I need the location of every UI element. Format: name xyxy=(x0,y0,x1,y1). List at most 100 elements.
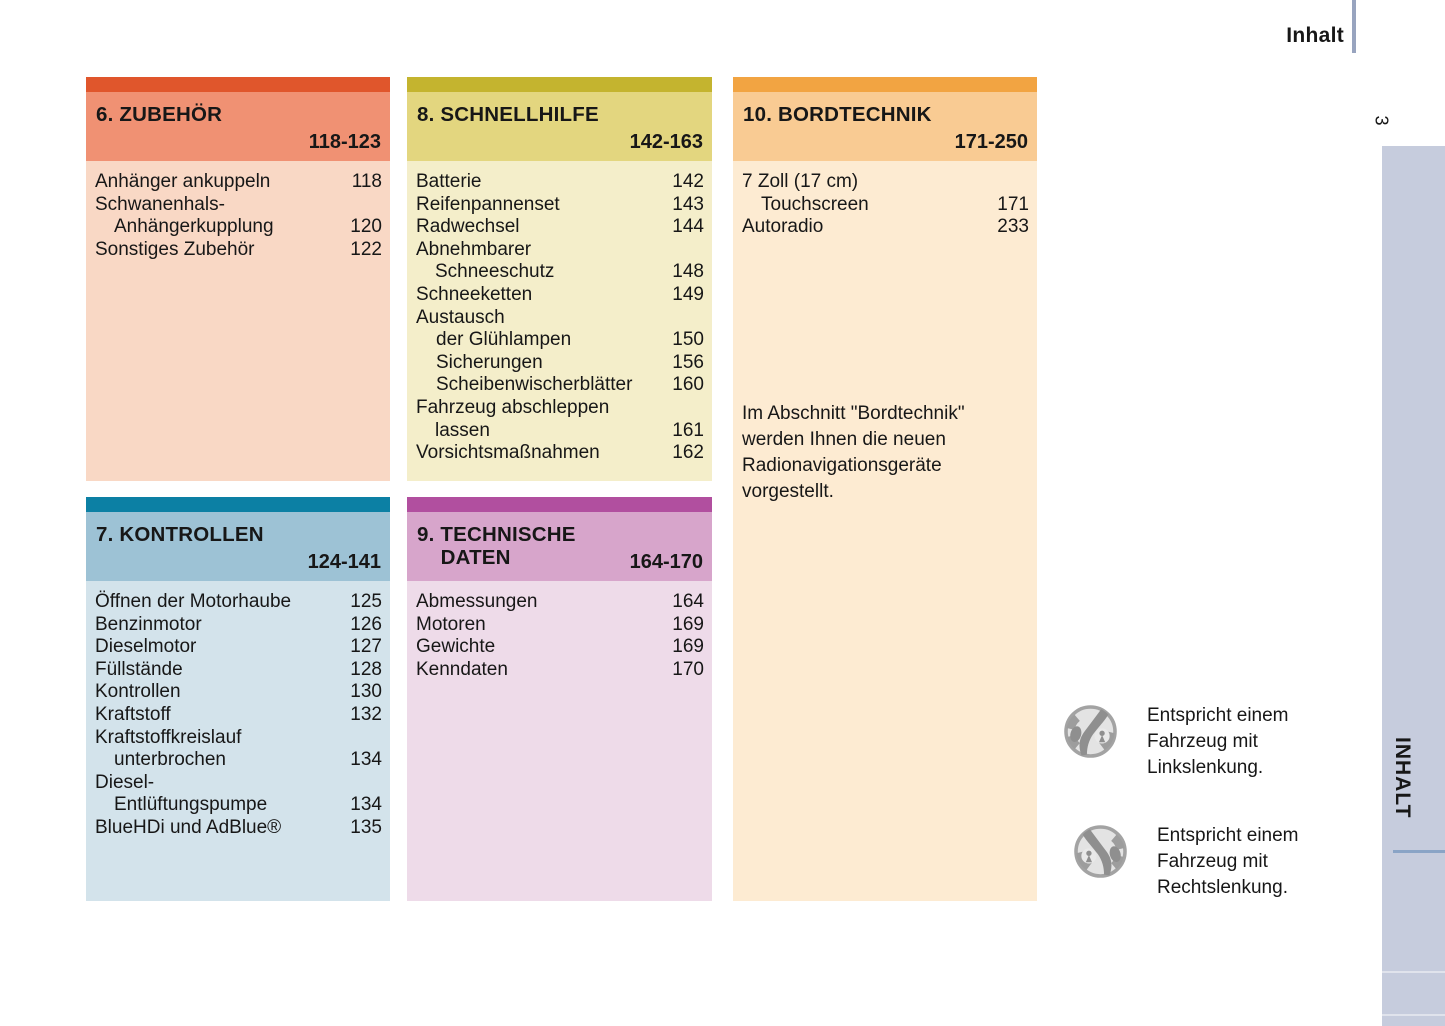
toc-entry-label-line: Kraftstoff xyxy=(95,703,171,725)
toc-entry-label: Batterie xyxy=(416,171,666,194)
toc-entry-label-line: lassen xyxy=(435,419,490,441)
toc-entry: Anhänger ankuppeln 118 xyxy=(95,171,382,194)
toc-entry-label: Schneeketten xyxy=(416,284,666,307)
toc-entry-label: Radwechsel xyxy=(416,216,666,239)
toc-entry-label: Kontrollen xyxy=(95,681,344,704)
toc-entry-label-line: Benzinmotor xyxy=(95,613,202,635)
section-note: Im Abschnitt "Bordtechnik" werden Ihnen … xyxy=(742,402,965,502)
toc-entry: Vorsichtsmaßnahmen 162 xyxy=(416,442,704,465)
section-zubehoer: 6. ZUBEHÖR 118-123 Anhänger ankuppeln 118… xyxy=(86,77,390,481)
toc-entry-label-line: Gewichte xyxy=(416,636,496,658)
toc-entry-page-number: 156 xyxy=(672,351,704,373)
legend-caption-line: Fahrzeug mit xyxy=(1157,851,1268,872)
toc-entry-page-number: 128 xyxy=(350,658,382,680)
section-header: 10. BORDTECHNIK 171-250 xyxy=(733,92,1037,161)
toc-entry: Schneeketten 149 xyxy=(416,284,704,307)
section-kontrollen: 7. KONTROLLEN 124-141 Öffnen der Motorha… xyxy=(86,497,390,901)
toc-entry-label: Kraftstoff xyxy=(95,704,344,727)
toc-entry-label-line: Kontrollen xyxy=(95,681,181,703)
toc-entry-label-line: Autoradio xyxy=(742,216,824,238)
toc-entry: Radwechsel 144 xyxy=(416,216,704,239)
toc-entry-label-line: Entlüftungspumpe xyxy=(114,794,268,816)
toc-entry: Batterie 142 xyxy=(416,171,704,194)
toc-entry-page-number: 143 xyxy=(672,193,704,215)
toc-entry-label-line: Füllstände xyxy=(95,658,183,680)
toc-entry: der Glühlampen 150 xyxy=(416,329,704,352)
section-page-range: 164-170 xyxy=(629,551,703,573)
legend-right-hand-drive: Entspricht einem Fahrzeug mit Rechtslenkun… xyxy=(1072,823,1299,901)
toc-entry-label-line: Anhänger ankuppeln xyxy=(95,171,271,192)
toc-entry: Motoren 169 xyxy=(416,614,704,637)
toc-entry: Öffnen der Motorhaube 125 xyxy=(95,591,382,614)
section-header: 6. ZUBEHÖR 118-123 xyxy=(86,92,390,161)
toc-entry-label: Abnehmbarer Schneeschutz xyxy=(416,239,666,284)
toc-entry-label: Kenndaten xyxy=(416,659,666,682)
toc-entry-label: Füllstände xyxy=(95,659,344,682)
legend-caption-line: Fahrzeug mit xyxy=(1147,731,1258,752)
toc-entry-page-number: 120 xyxy=(350,216,382,238)
toc-entry: Abnehmbarer Schneeschutz 148 xyxy=(416,239,704,284)
section-body: 7 Zoll (17 cm) Touchscreen 171 Autoradio 233… xyxy=(733,161,1037,901)
sidebar-tab xyxy=(1382,146,1445,1026)
toc-entry-label-line: Anhängerkupplung xyxy=(114,216,274,238)
toc-entry-label: Sicherungen xyxy=(416,352,666,375)
legend-caption-line: Linkslenkung. xyxy=(1147,757,1264,778)
section-page-range: 124-141 xyxy=(307,551,381,573)
toc-entry-page-number: 233 xyxy=(997,216,1029,238)
toc-entry-label-line: Schwanenhals- xyxy=(95,193,225,215)
toc-entry-page-number: 134 xyxy=(350,749,382,771)
toc-entry-label-line: Reifenpannenset xyxy=(416,193,560,215)
section-title: 10. BORDTECHNIK xyxy=(743,103,932,126)
section-title: 9. TECHNISCHE DATEN xyxy=(417,523,576,569)
toc-entry-page-number: 122 xyxy=(350,238,382,260)
toc-entry-label-line: Fahrzeug abschleppen xyxy=(416,396,610,418)
toc-entry-label-line: Diesel- xyxy=(95,771,155,793)
toc-entry-label-line: Radwechsel xyxy=(416,216,520,238)
sidebar-tab-label: INHALT xyxy=(1391,737,1414,819)
toc-entry-label: Scheibenwischerblätter xyxy=(416,374,666,397)
toc-entry-label: Schwanenhals- Anhängerkupplung xyxy=(95,194,344,239)
toc-entry-label-line: unterbrochen xyxy=(114,749,226,771)
toc-entry-page-number: 161 xyxy=(672,419,704,441)
section-page-range: 118-123 xyxy=(308,131,381,153)
toc-entry-label-line: Dieselmotor xyxy=(95,636,197,658)
section-header: 9. TECHNISCHE DATEN 164-170 xyxy=(407,512,712,581)
toc-entry: Gewichte 169 xyxy=(416,636,704,659)
toc-entry-label-line: Austausch xyxy=(416,306,505,328)
toc-entry: Dieselmotor 127 xyxy=(95,636,382,659)
section-title: 6. ZUBEHÖR xyxy=(96,103,223,126)
legend-caption-line: Entspricht einem xyxy=(1157,825,1299,846)
toc-entry: Kontrollen 130 xyxy=(95,681,382,704)
toc-entry-label: Sonstiges Zubehör xyxy=(95,239,344,262)
toc-entry-label-line: Schneeschutz xyxy=(435,261,555,283)
toc-entry-label-line: Abmessungen xyxy=(416,591,538,612)
toc-entry-label: Dieselmotor xyxy=(95,636,344,659)
toc-entry: Kraftstoff 132 xyxy=(95,704,382,727)
section-page-range: 142-163 xyxy=(629,131,703,153)
toc-entry-label-line: Batterie xyxy=(416,171,482,192)
section-bordtechnik: 10. BORDTECHNIK 171-250 7 Zoll (17 cm) To… xyxy=(733,77,1037,901)
toc-entry-label-line: der Glühlampen xyxy=(436,329,572,351)
toc-entry: Sonstiges Zubehör 122 xyxy=(95,239,382,262)
toc-entry-label: Motoren xyxy=(416,614,666,637)
legend-caption-linkslenkung: Entspricht einem Fahrzeug mit Linkslenkung… xyxy=(1147,703,1289,781)
toc-entry-label: der Glühlampen xyxy=(416,329,666,352)
toc-entry-label: Benzinmotor xyxy=(95,614,344,637)
toc-entry-label-line: Touchscreen xyxy=(761,193,869,215)
toc-entry-page-number: 118 xyxy=(351,171,382,192)
section-body: Anhänger ankuppeln 118 Schwanenhals- Anhäng… xyxy=(86,161,390,481)
legend-caption-line: Entspricht einem xyxy=(1147,705,1289,726)
toc-entry-label-line: Motoren xyxy=(416,613,486,635)
toc-entry: Sicherungen 156 xyxy=(416,352,704,375)
toc-entry-label: Autoradio xyxy=(742,216,991,239)
toc-entry-label: Reifenpannenset xyxy=(416,194,666,217)
toc-entry-label: Fahrzeug abschleppen lassen xyxy=(416,397,666,442)
toc-entry-label: Austausch xyxy=(416,307,698,330)
section-body: Abmessungen 164 Motoren 169 Gewichte 169 Kennd… xyxy=(407,581,712,901)
toc-entry-label-line: Kraftstoffkreislauf xyxy=(95,726,242,748)
steering-wheel-right-icon xyxy=(1074,825,1127,878)
toc-entry-label-line: Abnehmbarer xyxy=(416,238,532,260)
toc-entry: Scheibenwischerblätter 160 xyxy=(416,374,704,397)
toc-entry-label-line: Scheibenwischerblätter xyxy=(436,374,633,396)
toc-entry-label-line: Vorsichtsmaßnahmen xyxy=(416,442,600,464)
